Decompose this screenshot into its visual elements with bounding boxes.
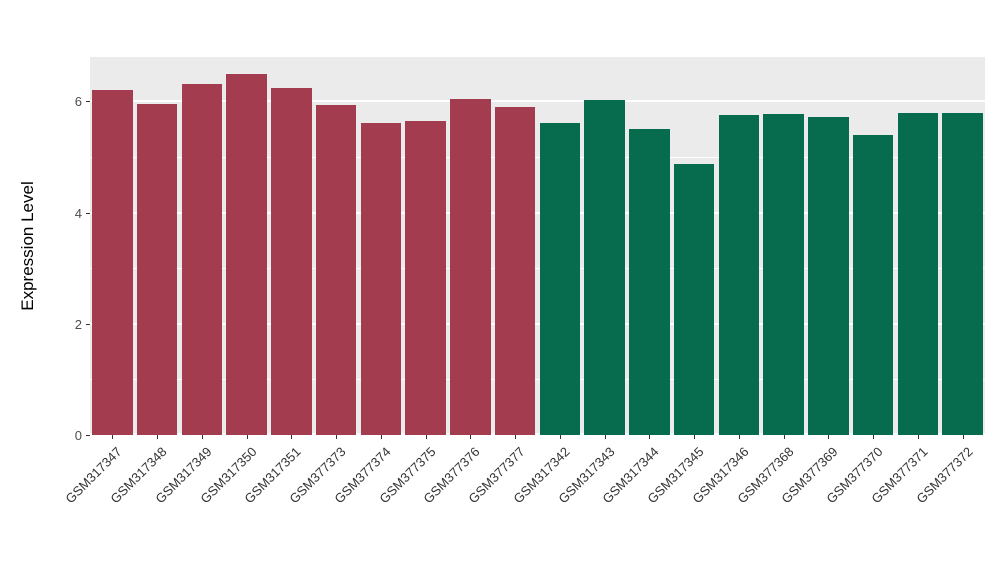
x-tick-mark xyxy=(649,435,651,439)
bar-GSM377374 xyxy=(360,122,401,435)
x-tick-mark xyxy=(515,435,517,439)
x-tick-label: GSM317345 xyxy=(644,444,707,507)
gridline-major xyxy=(90,322,985,325)
x-tick-label: GSM317351 xyxy=(241,444,304,507)
y-tick-mark xyxy=(86,212,90,214)
gridline-minor xyxy=(90,156,985,158)
x-tick-label: GSM377368 xyxy=(734,444,797,507)
x-tick-mark xyxy=(604,435,606,439)
bar-GSM317344 xyxy=(629,129,670,435)
x-tick-mark xyxy=(336,435,338,439)
bar-GSM317342 xyxy=(539,122,580,435)
x-tick-label: GSM377371 xyxy=(868,444,931,507)
x-tick-label: GSM317343 xyxy=(555,444,618,507)
x-tick-label: GSM317347 xyxy=(62,444,125,507)
gridline-major xyxy=(90,211,985,214)
bar-GSM317345 xyxy=(673,163,715,435)
x-tick-label: GSM317349 xyxy=(152,444,215,507)
x-tick-mark xyxy=(873,435,875,439)
x-tick-mark xyxy=(559,435,561,439)
x-tick-mark xyxy=(828,435,830,439)
x-tick-mark xyxy=(917,435,919,439)
x-tick-mark xyxy=(738,435,740,439)
bar-GSM377376 xyxy=(450,98,491,435)
x-tick-label: GSM377370 xyxy=(823,444,886,507)
x-tick-label: GSM317348 xyxy=(107,444,170,507)
y-tick-mark xyxy=(86,435,90,436)
bar-GSM377377 xyxy=(494,107,536,435)
x-tick-label: GSM377375 xyxy=(376,444,439,507)
x-tick-label: GSM317342 xyxy=(510,444,573,507)
x-tick-mark xyxy=(380,435,382,439)
x-tick-label: GSM377374 xyxy=(331,444,394,507)
y-tick-label: 0 xyxy=(74,428,82,443)
x-tick-label: GSM317350 xyxy=(197,444,260,507)
bar-GSM377372 xyxy=(942,113,983,435)
x-tick-mark xyxy=(425,435,427,439)
plot-panel xyxy=(90,57,985,435)
x-tick-mark xyxy=(783,435,785,439)
bar-GSM377375 xyxy=(405,120,446,435)
bar-GSM377370 xyxy=(852,134,894,435)
bar-GSM317348 xyxy=(136,104,178,435)
y-tick-label: 6 xyxy=(74,94,82,110)
bar-GSM317346 xyxy=(718,114,759,435)
gridline-major xyxy=(90,433,985,435)
x-tick-mark xyxy=(201,435,203,439)
x-tick-label: GSM377369 xyxy=(778,444,841,507)
gridline-minor xyxy=(90,267,985,269)
y-tick-label: 4 xyxy=(74,205,82,221)
y-axis-title: Expression Level xyxy=(18,181,37,311)
bar-GSM317343 xyxy=(584,99,625,435)
y-tick-label: 2 xyxy=(74,316,82,332)
x-tick-mark xyxy=(962,435,964,439)
x-tick-mark xyxy=(291,435,293,439)
bar-GSM377373 xyxy=(315,105,357,435)
gridline-major xyxy=(90,100,985,103)
x-tick-label: GSM317344 xyxy=(599,444,662,507)
bar-GSM377369 xyxy=(808,117,849,435)
x-tick-mark xyxy=(694,435,696,439)
bar-GSM377371 xyxy=(897,113,938,435)
y-tick-mark xyxy=(86,101,90,103)
x-tick-label: GSM377372 xyxy=(913,444,976,507)
x-tick-mark xyxy=(112,435,114,439)
bar-GSM317350 xyxy=(226,73,267,435)
bar-GSM317349 xyxy=(181,83,222,435)
x-tick-label: GSM317346 xyxy=(689,444,752,507)
x-tick-mark xyxy=(246,435,248,439)
x-tick-label: GSM377373 xyxy=(286,444,349,507)
x-tick-label: GSM377376 xyxy=(420,444,483,507)
gridline-minor xyxy=(90,378,985,380)
bar-GSM377368 xyxy=(763,114,804,435)
y-tick-mark xyxy=(86,323,90,325)
x-tick-label: GSM377377 xyxy=(465,444,528,507)
bar-GSM317347 xyxy=(92,90,133,435)
x-tick-mark xyxy=(470,435,472,439)
x-tick-mark xyxy=(157,435,159,439)
bar-GSM317351 xyxy=(271,87,312,435)
